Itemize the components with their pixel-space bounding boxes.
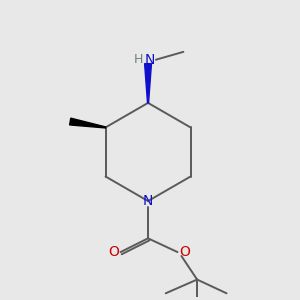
Polygon shape	[145, 64, 152, 103]
Text: O: O	[108, 245, 119, 259]
Text: O: O	[179, 245, 190, 259]
Text: N: N	[143, 194, 153, 208]
Polygon shape	[70, 118, 106, 128]
Text: N: N	[145, 53, 155, 67]
Text: H: H	[134, 53, 143, 66]
